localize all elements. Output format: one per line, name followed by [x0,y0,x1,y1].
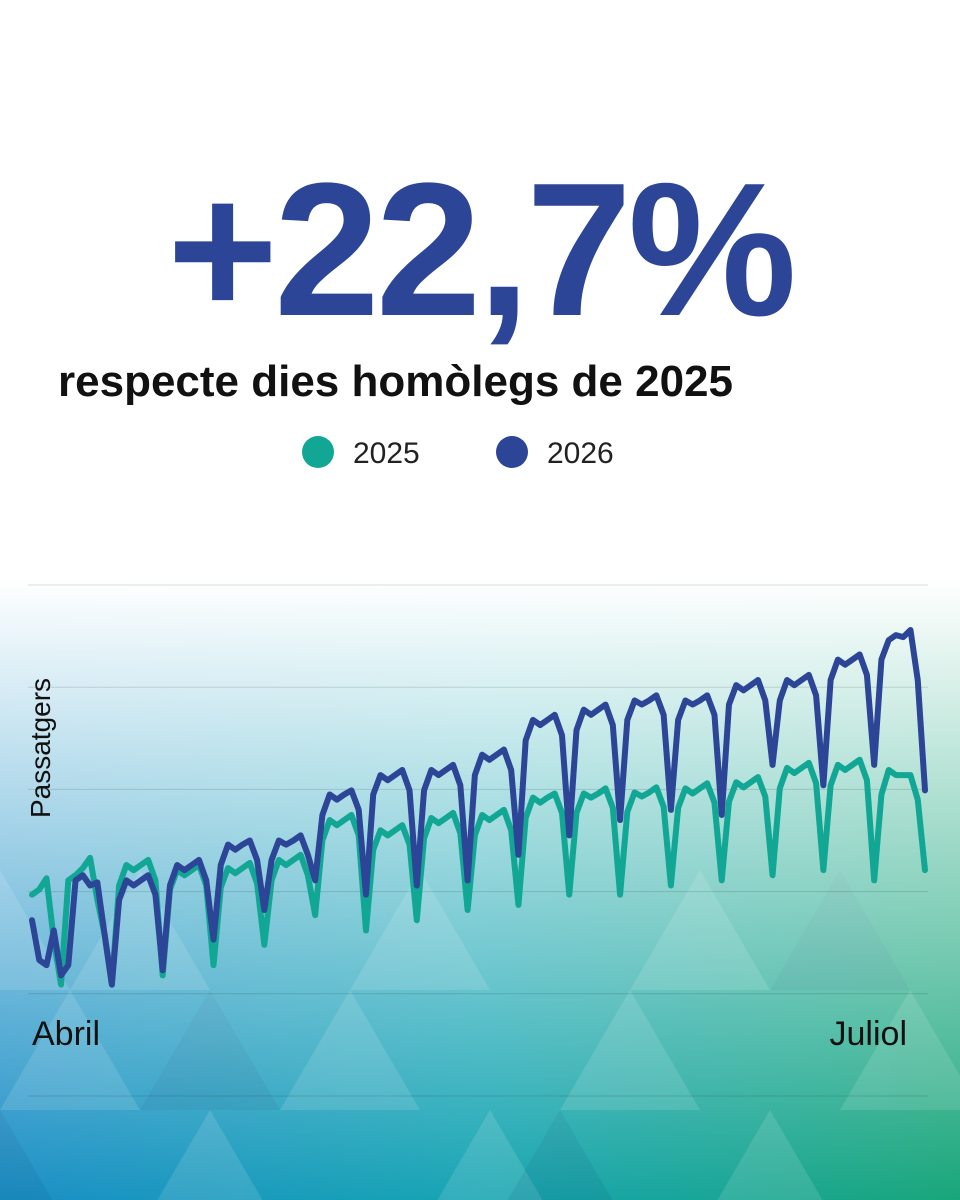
line-series [29,756,928,988]
line-series [29,626,928,988]
legend-label: 2025 [353,437,420,470]
legend-label: 2026 [547,437,614,470]
subtitle: respecte dies homòlegs de 2025 [58,357,733,406]
legend-swatch [496,436,528,468]
x-tick-label: Abril [32,1015,100,1053]
y-axis-label: Passatgers [25,678,56,818]
x-tick-label: Juliol [830,1015,907,1053]
headline: +22,7% [167,144,793,356]
legend-swatch [302,436,334,468]
